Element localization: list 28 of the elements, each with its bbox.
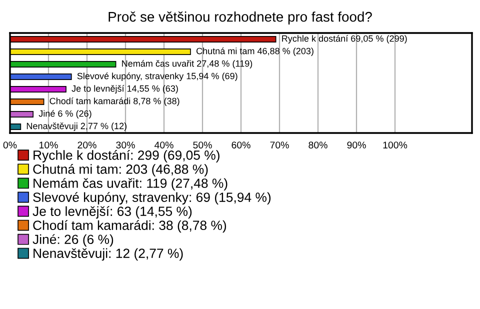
legend-label: Jiné: 26 (6 %) bbox=[32, 234, 114, 247]
x-tick-label: 30% bbox=[116, 142, 135, 148]
legend-label: Slevové kupóny, stravenky: 69 (15,94 %) bbox=[33, 192, 271, 205]
data-label: Rychle k dostání 69,05 % (299) bbox=[282, 34, 407, 44]
x-tick-label: 10% bbox=[40, 142, 58, 148]
x-tick-label: 0% bbox=[3, 142, 17, 148]
legend-label: Rychle k dostání: 299 (69,05 %) bbox=[34, 150, 220, 162]
data-label: Chodí tam kamarádi 8,78 % (38) bbox=[50, 97, 180, 106]
legend-label: Je to levnější: 63 (14,55 %) bbox=[32, 206, 192, 219]
x-tick-label: 40% bbox=[154, 142, 174, 148]
data-label: Je to levnější 14,55 % (63) bbox=[72, 84, 178, 94]
data-label: Nemám čas uvařit 27,48 % (119) bbox=[122, 60, 252, 69]
x-tick-label: 90% bbox=[347, 142, 366, 148]
x-tick-label: 50% bbox=[193, 142, 212, 148]
legend-label: Nemám čas uvařit: 119 (27,48 %) bbox=[34, 178, 228, 191]
data-label: Slevové kupóny, stravenky 15,94 % (69) bbox=[77, 72, 238, 82]
x-tick-label: 80% bbox=[308, 142, 328, 148]
data-label: Chutná mi tam 46,88 % (203) bbox=[196, 47, 314, 56]
legend-label: Nenavštěvuji: 12 (2,77 %) bbox=[34, 248, 183, 261]
legend-label: Chodí tam kamarádi: 38 (8,78 %) bbox=[33, 220, 226, 233]
x-tick-label: 70% bbox=[270, 142, 289, 148]
chart-title: Proč se většinou rozhodnete pro fast food? bbox=[108, 12, 372, 24]
x-tick-label: 100% bbox=[383, 142, 408, 148]
x-tick-label: 20% bbox=[78, 142, 96, 148]
data-label: Jiné 6 % (26) bbox=[38, 110, 92, 119]
x-tick-label: 60% bbox=[232, 142, 250, 148]
legend-label: Chutná mi tam: 203 (46,88 %) bbox=[33, 164, 208, 176]
data-label: Nenavštěvuji 2,77 % (12) bbox=[26, 122, 127, 131]
